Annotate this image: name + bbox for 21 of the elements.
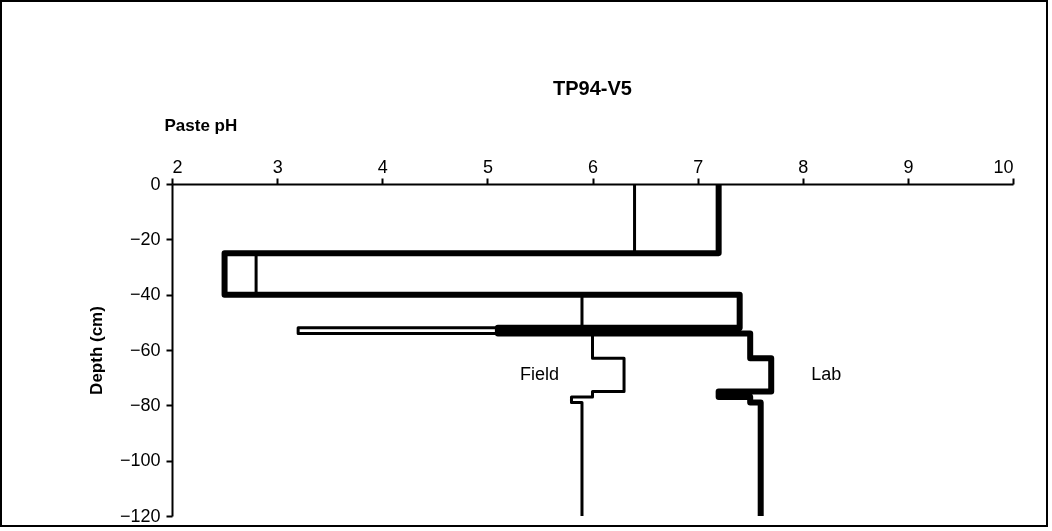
x-tick-label: 4 bbox=[377, 156, 388, 177]
x-tick-label: 3 bbox=[272, 156, 283, 177]
y-tick-label: −100 bbox=[119, 450, 161, 471]
x-tick-label: 10 bbox=[993, 156, 1014, 177]
x-tick-label: 7 bbox=[693, 156, 704, 177]
y-tick-label: −60 bbox=[129, 339, 161, 360]
y-tick-label: −120 bbox=[119, 505, 161, 526]
text: Lab bbox=[811, 363, 842, 384]
y-tick-label: −80 bbox=[129, 394, 161, 415]
y-tick-label: 0 bbox=[150, 173, 161, 194]
series-label: Field bbox=[520, 363, 560, 384]
chart-title: TP94-V5 bbox=[553, 77, 632, 99]
y-axis-title: Depth (cm) bbox=[86, 306, 106, 395]
y-tick-label: −40 bbox=[129, 284, 161, 305]
x-tick-label: 9 bbox=[903, 156, 914, 177]
y-tick-label: −20 bbox=[129, 228, 161, 249]
x-axis-title: Paste pH bbox=[164, 115, 238, 135]
x-tick-label: 6 bbox=[587, 156, 599, 177]
x-tick-label: 5 bbox=[482, 156, 493, 177]
x-tick-label: 2 bbox=[172, 156, 183, 177]
x-tick-label: 8 bbox=[798, 156, 809, 177]
